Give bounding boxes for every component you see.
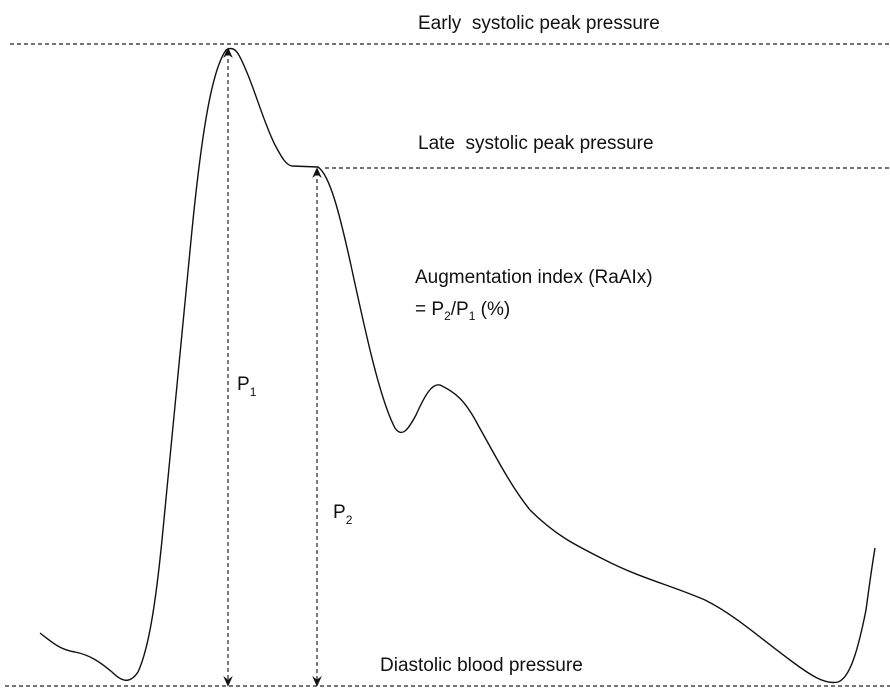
formula-part: (%) [475,299,510,320]
p2-main: P [333,502,346,523]
diastolic-label: Diastolic blood pressure [380,655,583,676]
formula-sub: 1 [469,309,476,323]
formula-sub: 2 [444,309,451,323]
pressure-waveform [39,47,876,684]
p1-main: P [237,374,250,395]
p2-label: P2 [333,502,353,527]
aix-label: Augmentation index (RaAIx) [415,267,653,288]
formula-part: /P [451,299,469,320]
formula-part: = P [415,299,444,320]
late-label: Late systolic peak pressure [418,133,654,154]
aix-formula: = P2/P1 (%) [415,299,510,323]
p2-sub: 2 [346,513,353,527]
early-label: Early systolic peak pressure [418,13,660,34]
p1-sub: 1 [250,385,257,399]
p1-label: P1 [237,374,257,399]
